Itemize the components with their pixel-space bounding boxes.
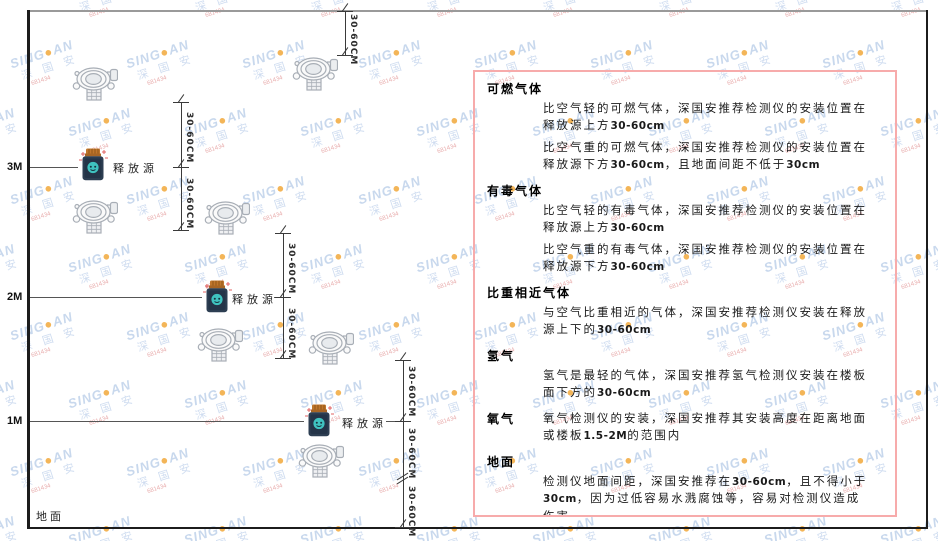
- gas-detector-icon: [197, 325, 244, 368]
- dimension-line-2m: [283, 233, 284, 358]
- dimension-label: 30-60CM: [184, 178, 194, 230]
- dimension-line-1m: [403, 360, 404, 528]
- dimension-line-3m: [181, 102, 182, 230]
- left-wall-line: [27, 10, 30, 529]
- release-source-icon: [78, 148, 108, 187]
- panel-section: 可燃气体比空气轻的可燃气体，深国安推荐检测仪的安装位置在释放源上方30-60cm…: [475, 80, 895, 175]
- level-label-2m: 2M: [7, 291, 23, 303]
- panel-section-paragraph: 比空气重的有毒气体，深国安推荐检测仪的安装位置在释放源下方30-60cm: [543, 243, 867, 274]
- panel-section: 氢气氢气是最轻的气体，深国安推荐氢气检测仪安装在楼板面下方的30-60cm: [475, 347, 895, 403]
- panel-section: 有毒气体比空气轻的有毒气体，深国安推荐检测仪的安装位置在释放源上方30-60cm…: [475, 182, 895, 277]
- level-line-2m: [30, 297, 202, 298]
- panel-section-paragraph: 氢气是最轻的气体，深国安推荐氢气检测仪安装在楼板面下方的30-60cm: [543, 369, 867, 400]
- panel-section: 氧气 氧气检测仪的安装，深国安推荐其安装高度在距离地面或楼板1.5-2M的范围内: [487, 410, 895, 446]
- panel-section-heading: 氧气: [487, 411, 516, 426]
- release-source-icon: [304, 404, 334, 443]
- dimension-tick: [395, 421, 411, 422]
- gas-detector-icon: [298, 441, 345, 484]
- gas-detector-icon: [72, 64, 119, 107]
- panel-section-heading: 氢气: [487, 348, 516, 363]
- panel-section: 地面检测仪地面间距，深国安推荐在30-60cm，且不得小于30cm，因为过低容易…: [475, 453, 895, 517]
- dimension-label: 30-60CM: [286, 243, 296, 295]
- panel-section: 比重相近气体与空气比重相近的气体，深国安推荐检测仪安装在释放源上下的30-60c…: [475, 284, 895, 340]
- dimension-label: 30-60CM: [406, 428, 416, 480]
- dimension-tick: [337, 11, 353, 12]
- panel-section-heading: 地面: [487, 454, 516, 469]
- dimension-tick: [173, 167, 189, 168]
- dimension-tick: [173, 102, 189, 103]
- panel-section-paragraph: 比空气轻的可燃气体，深国安推荐检测仪的安装位置在释放源上方30-60cm: [543, 103, 867, 133]
- panel-section-heading: 有毒气体: [487, 183, 544, 198]
- dimension-label: 30-60CM: [406, 486, 416, 538]
- ceiling-line: [27, 10, 928, 12]
- guideline-panel: 可燃气体比空气轻的可燃气体，深国安推荐检测仪的安装位置在释放源上方30-60cm…: [473, 70, 897, 517]
- gas-detector-icon: [292, 54, 339, 97]
- dimension-tick: [275, 358, 291, 359]
- dimension-line-ceiling: [345, 11, 346, 55]
- dimension-tick: [395, 527, 411, 528]
- ground-label: 地面: [36, 511, 64, 523]
- gas-detector-icon: [308, 328, 355, 371]
- dimension-tick: [275, 233, 291, 234]
- level-line-1m: [30, 421, 304, 422]
- dimension-tick: [173, 230, 189, 231]
- dimension-label: 30-60CM: [348, 14, 358, 66]
- dimension-label: 30-60CM: [406, 366, 416, 418]
- release-source-label: 释放源: [232, 294, 277, 306]
- level-label-3m: 3M: [7, 161, 23, 173]
- floor-line: [27, 527, 928, 529]
- dimension-tick: [275, 297, 291, 298]
- panel-section-paragraph: 比空气重的可燃气体，深国安推荐检测仪的安装位置在释放源下方30-60cm，且地面…: [543, 141, 867, 172]
- panel-section-paragraph: 氧气检测仪的安装，深国安推荐其安装高度在距离地面或楼板1.5-2M的范围内: [543, 412, 867, 443]
- dimension-tick: [337, 55, 353, 56]
- dimension-label: 30-60CM: [184, 112, 194, 164]
- level-line-3m: [30, 167, 78, 168]
- panel-section-paragraph: 检测仪地面间距，深国安推荐在30-60cm，且不得小于30cm，因为过低容易水溅…: [543, 475, 868, 517]
- panel-section-heading: 比重相近气体: [487, 285, 572, 300]
- right-wall-line: [926, 10, 928, 529]
- panel-section-paragraph: 比空气轻的有毒气体，深国安推荐检测仪的安装位置在释放源上方30-60cm: [543, 204, 867, 235]
- gas-detector-icon: [72, 197, 119, 240]
- release-source-label: 释放源: [342, 418, 387, 430]
- dimension-tick: [395, 360, 411, 361]
- release-source-icon: [202, 280, 232, 319]
- gas-detector-icon: [204, 198, 251, 241]
- release-source-label: 释放源: [113, 163, 158, 175]
- panel-section-heading: 可燃气体: [487, 82, 544, 96]
- panel-section-paragraph: 与空气比重相近的气体，深国安推荐检测仪安装在释放源上下的30-60cm: [543, 306, 867, 337]
- dimension-label: 30-60CM: [286, 308, 296, 360]
- level-label-1m: 1M: [7, 415, 23, 427]
